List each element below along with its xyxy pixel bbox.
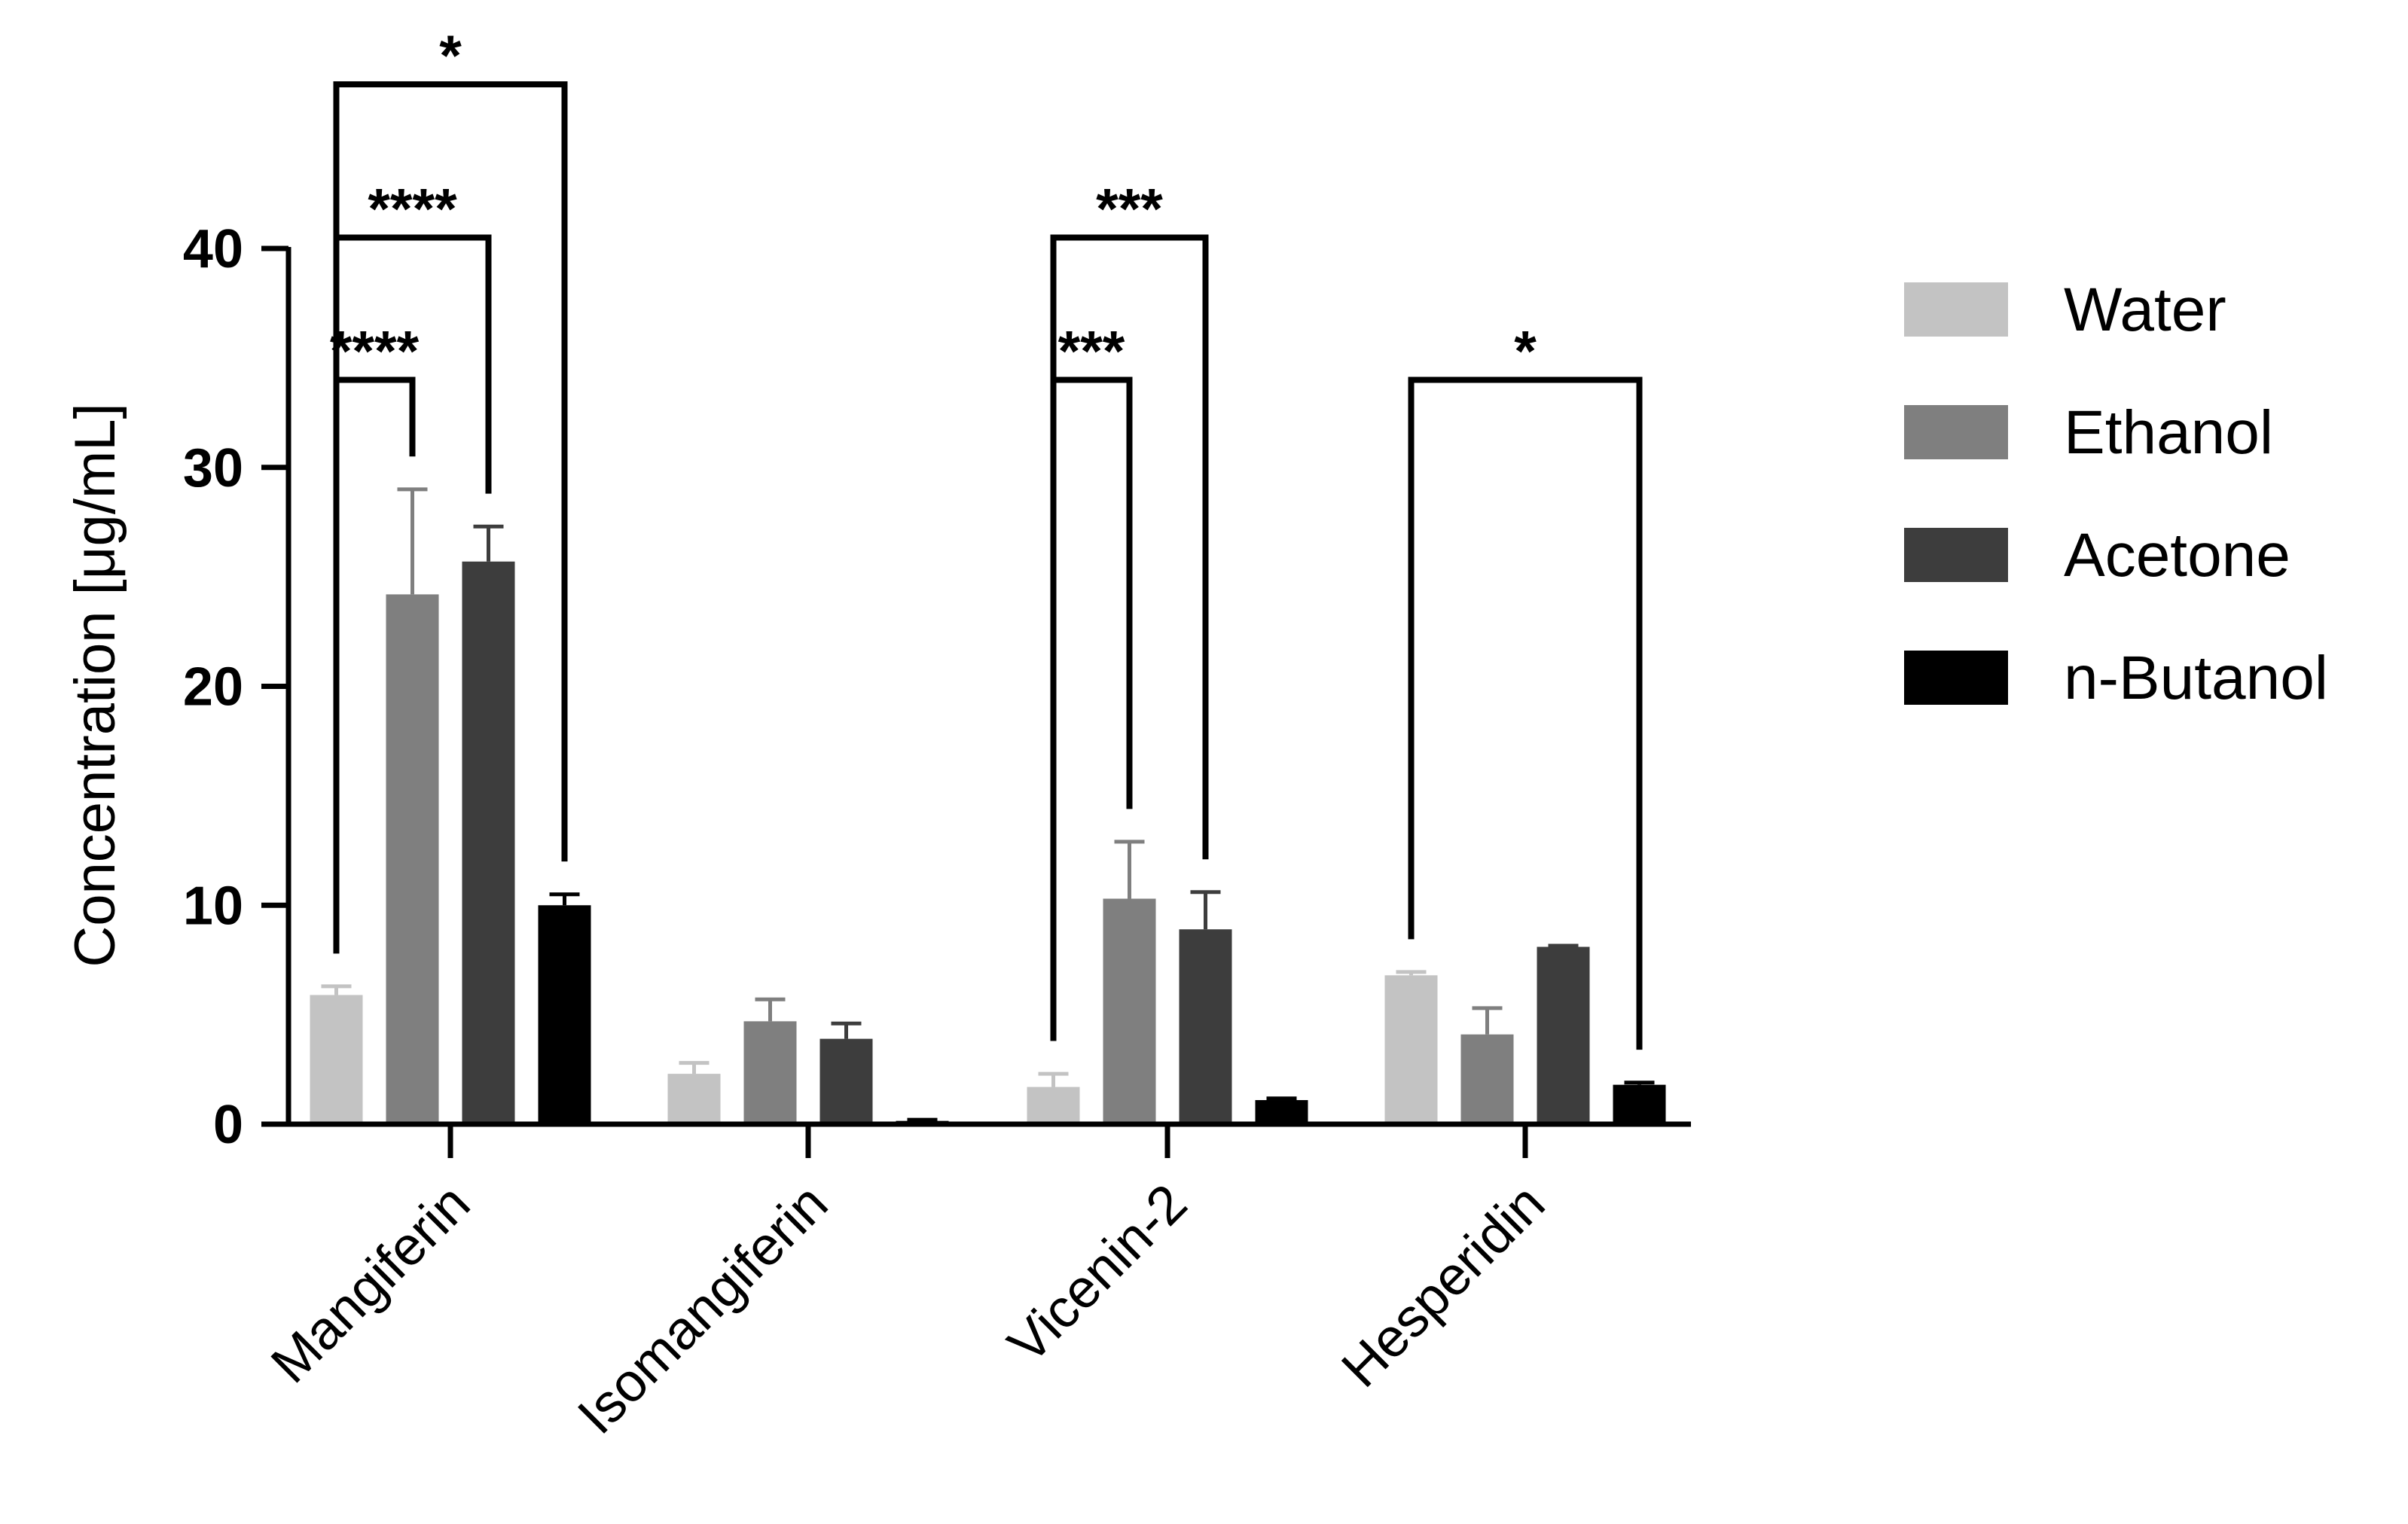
y-tick-label-20: 20 — [183, 657, 243, 718]
significance-mangiferin-water-n-butanol-label: * — [439, 24, 462, 88]
y-axis-title: Concentration [μg/mL] — [63, 403, 127, 967]
y-tick-label-0: 0 — [213, 1095, 243, 1155]
y-tick-label-30: 30 — [183, 438, 243, 498]
bar-water-hesperidin — [1384, 975, 1438, 1124]
significance-hesperidin-water-n-butanol-bracket — [1408, 376, 1643, 1050]
x-tick-label-vicenin-2: Vicenin-2 — [996, 1173, 1198, 1375]
significance-vicenin-2-water-ethanol-label: *** — [1058, 319, 1125, 383]
legend-swatch-water — [1904, 282, 2008, 337]
bar-ethanol-isomangiferin — [743, 1021, 797, 1124]
x-tick-label-isomangiferin: Isomangiferin — [566, 1173, 839, 1446]
significance-mangiferin-water-ethanol-label: **** — [330, 319, 420, 383]
bar-water-vicenin-2 — [1027, 1087, 1080, 1124]
bars — [310, 561, 1666, 1124]
bar-acetone-vicenin-2 — [1179, 929, 1232, 1124]
x-tick-label-mangiferin: Mangiferin — [260, 1173, 481, 1394]
significance-mangiferin-water-acetone-label: **** — [368, 177, 457, 241]
legend-swatch-acetone — [1904, 528, 2008, 582]
x-tick-label-hesperidin: Hesperidin — [1330, 1173, 1556, 1399]
bar-ethanol-mangiferin — [386, 594, 439, 1124]
bar-ethanol-vicenin-2 — [1103, 898, 1156, 1124]
significance-brackets: **************** — [330, 24, 1643, 1050]
error-bars — [321, 487, 1655, 1122]
legend-swatch-ethanol — [1904, 405, 2008, 459]
bar-water-isomangiferin — [667, 1074, 721, 1124]
legend: Water Ethanol Acetone n-Butanol — [1904, 276, 2328, 712]
bar-water-mangiferin — [310, 995, 363, 1124]
bar-acetone-mangiferin — [462, 561, 515, 1124]
bar-acetone-hesperidin — [1537, 946, 1590, 1124]
legend-label-ethanol: Ethanol — [2064, 398, 2273, 467]
legend-label-acetone: Acetone — [2064, 521, 2290, 590]
legend-swatch-n-butanol — [1904, 651, 2008, 705]
y-tick-label-40: 40 — [183, 219, 243, 279]
significance-vicenin-2-water-acetone-label: *** — [1096, 177, 1163, 241]
legend-label-water: Water — [2064, 276, 2226, 344]
significance-mangiferin-water-n-butanol-bracket — [333, 81, 568, 954]
significance-vicenin-2-water-acetone-bracket — [1050, 234, 1209, 1041]
bar-ethanol-hesperidin — [1460, 1034, 1514, 1124]
bar-n-butanol-vicenin-2 — [1255, 1100, 1308, 1124]
legend-label-n-butanol: n-Butanol — [2064, 644, 2328, 712]
bar-n-butanol-mangiferin — [538, 905, 591, 1124]
bar-n-butanol-hesperidin — [1613, 1084, 1666, 1124]
y-tick-label-10: 10 — [183, 876, 243, 936]
bar-acetone-isomangiferin — [819, 1038, 873, 1124]
significance-hesperidin-water-n-butanol-label: * — [1514, 319, 1537, 383]
